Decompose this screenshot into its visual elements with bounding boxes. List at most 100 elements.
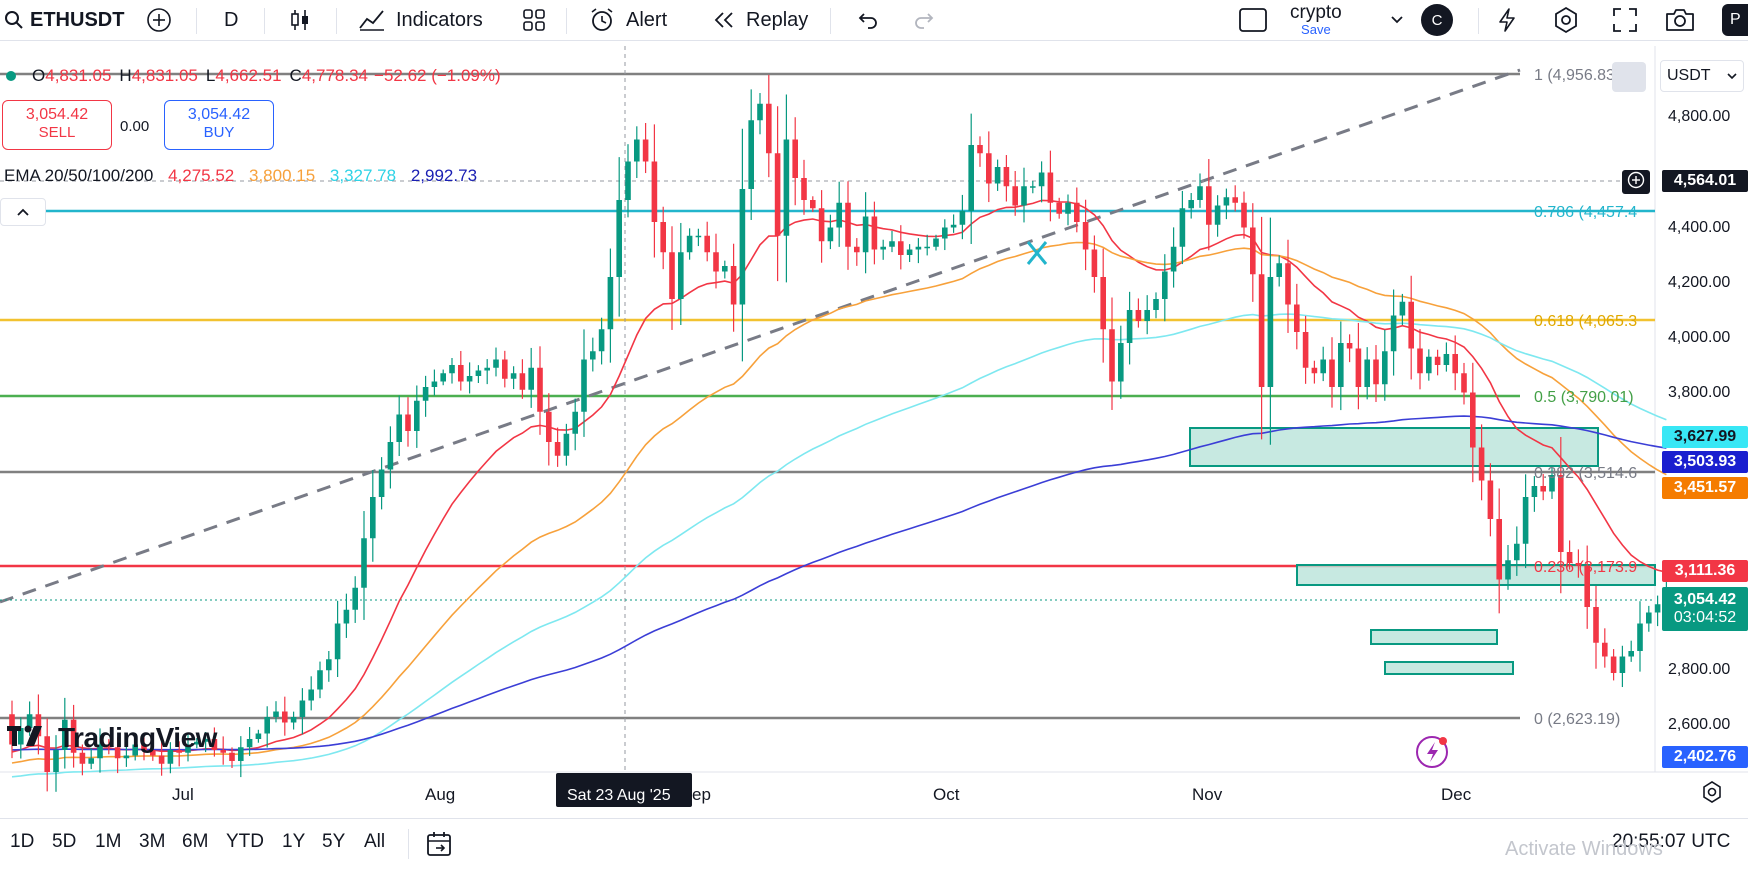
candle[interactable]: [405, 397, 411, 447]
candle[interactable]: [1610, 649, 1617, 681]
ema200-line[interactable]: [11, 415, 1667, 751]
candle[interactable]: [238, 736, 244, 778]
ema-legend[interactable]: EMA 20/50/100/200 4,275.52 3,800.15 3,32…: [4, 166, 487, 186]
candle[interactable]: [1346, 334, 1353, 363]
object-tree-toggle[interactable]: [1612, 62, 1646, 92]
candle[interactable]: [1355, 322, 1362, 410]
candle[interactable]: [466, 362, 473, 394]
candle[interactable]: [1390, 289, 1397, 376]
layout-toggle[interactable]: [1238, 0, 1268, 40]
candle[interactable]: [361, 511, 367, 620]
range-3m[interactable]: 3M: [139, 831, 166, 852]
candle[interactable]: [546, 393, 552, 466]
candle[interactable]: [273, 701, 279, 723]
candle[interactable]: [1294, 283, 1300, 350]
sell-button[interactable]: 3,054.42 SELL: [2, 100, 112, 150]
candle[interactable]: [475, 365, 482, 384]
candle[interactable]: [1197, 173, 1203, 208]
candle[interactable]: [1302, 315, 1309, 384]
range-6m[interactable]: 6M: [182, 831, 209, 852]
candle[interactable]: [1232, 185, 1238, 212]
candle[interactable]: [563, 423, 570, 466]
candle[interactable]: [1637, 601, 1643, 672]
candle[interactable]: [854, 238, 860, 266]
ema100-line[interactable]: [11, 313, 1667, 778]
demand-zone-1[interactable]: [1370, 629, 1498, 645]
candle[interactable]: [590, 337, 596, 372]
redo-button[interactable]: [912, 0, 936, 40]
candle[interactable]: [704, 221, 710, 262]
candle[interactable]: [968, 113, 974, 244]
candle[interactable]: [220, 736, 226, 765]
candle[interactable]: [994, 159, 1001, 191]
candle[interactable]: [898, 225, 904, 270]
candle[interactable]: [158, 741, 165, 776]
candle[interactable]: [942, 219, 948, 251]
candle[interactable]: [748, 89, 754, 220]
candle[interactable]: [502, 350, 508, 388]
candle[interactable]: [1487, 463, 1494, 537]
candle[interactable]: [959, 194, 966, 240]
candle[interactable]: [1241, 191, 1247, 239]
candle[interactable]: [53, 735, 59, 792]
candle[interactable]: [194, 738, 200, 749]
candle[interactable]: [1417, 329, 1423, 390]
candle[interactable]: [1030, 180, 1036, 194]
candle[interactable]: [766, 74, 772, 178]
symbol-search[interactable]: ETHUSDT: [4, 0, 124, 40]
candle[interactable]: [114, 737, 121, 774]
candle[interactable]: [1144, 295, 1150, 335]
fullscreen-button[interactable]: [1612, 0, 1638, 40]
candle[interactable]: [1575, 549, 1582, 578]
candle[interactable]: [255, 729, 262, 743]
candle[interactable]: [70, 704, 77, 768]
candle[interactable]: [625, 144, 631, 218]
candle[interactable]: [123, 743, 130, 767]
candle[interactable]: [1250, 203, 1256, 302]
candle[interactable]: [528, 347, 534, 408]
candle[interactable]: [1003, 155, 1010, 202]
candle[interactable]: [97, 728, 103, 773]
candle[interactable]: [308, 676, 314, 711]
templates-button[interactable]: [522, 0, 546, 40]
supply-zone-middle[interactable]: [1296, 564, 1656, 586]
range-ytd[interactable]: YTD: [226, 831, 264, 852]
quick-search-button[interactable]: [1494, 0, 1520, 40]
candle[interactable]: [493, 347, 499, 377]
candle[interactable]: [1382, 329, 1388, 401]
candle[interactable]: [1047, 150, 1054, 222]
candle[interactable]: [845, 181, 851, 270]
candle[interactable]: [35, 694, 42, 755]
candle[interactable]: [1082, 199, 1089, 271]
candle[interactable]: [334, 600, 341, 677]
candle[interactable]: [1311, 360, 1318, 384]
layout-menu[interactable]: crypto Save: [1290, 0, 1342, 40]
calendar-icon[interactable]: [424, 829, 454, 864]
candle[interactable]: [1223, 188, 1230, 220]
candle[interactable]: [634, 126, 640, 178]
candle[interactable]: [642, 123, 649, 174]
candle[interactable]: [537, 346, 543, 435]
candle[interactable]: [1514, 526, 1520, 576]
candle[interactable]: [1126, 291, 1133, 365]
candle[interactable]: [1619, 645, 1626, 688]
candle[interactable]: [862, 192, 869, 274]
candle[interactable]: [713, 233, 719, 289]
candle[interactable]: [1338, 321, 1344, 411]
candle[interactable]: [1214, 195, 1221, 237]
candle[interactable]: [484, 359, 490, 385]
candle[interactable]: [299, 688, 306, 735]
candle[interactable]: [1540, 474, 1546, 501]
candle[interactable]: [449, 357, 455, 384]
candle[interactable]: [1628, 640, 1634, 662]
compare-button[interactable]: [146, 0, 172, 40]
supply-zone-upper[interactable]: [1189, 427, 1599, 467]
candle[interactable]: [1056, 197, 1062, 219]
candle[interactable]: [1188, 192, 1194, 219]
candle[interactable]: [950, 214, 957, 233]
candle[interactable]: [1065, 194, 1071, 226]
candle[interactable]: [739, 128, 746, 362]
candle[interactable]: [1593, 585, 1599, 669]
candle[interactable]: [1012, 170, 1018, 216]
settings-button[interactable]: [1552, 0, 1580, 40]
